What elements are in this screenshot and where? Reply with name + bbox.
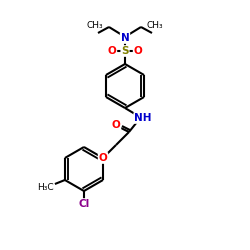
Text: H₃C: H₃C	[38, 184, 54, 192]
Text: O: O	[98, 153, 108, 163]
Text: O: O	[112, 120, 120, 130]
Text: O: O	[134, 46, 142, 56]
Text: O: O	[108, 46, 116, 56]
Text: CH₃: CH₃	[87, 22, 103, 30]
Text: Cl: Cl	[78, 199, 90, 209]
Text: CH₃: CH₃	[147, 22, 163, 30]
Text: NH: NH	[134, 113, 152, 123]
Text: N: N	[120, 33, 130, 43]
Text: S: S	[121, 46, 129, 56]
